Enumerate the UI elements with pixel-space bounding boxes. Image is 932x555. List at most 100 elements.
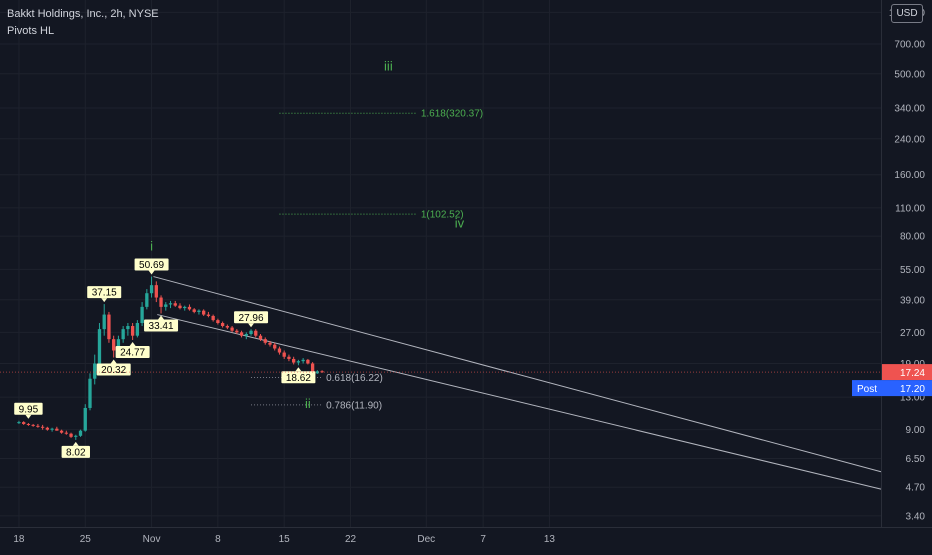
y-tick-label: 110.00 [895,203,925,214]
candle-body [36,425,40,427]
y-axis-panel [881,0,932,550]
pivot-box [134,258,169,271]
trendline [157,314,882,490]
candle-body [320,371,324,373]
pivot-label: 9.95 [19,404,39,415]
pivot-label: 33.41 [149,321,174,332]
pivot-arrow [158,315,165,320]
wave-label: ii [305,396,311,411]
indicator-label[interactable]: Pivots HL [7,25,55,37]
candle-body [254,330,258,336]
x-axis-panel [0,527,932,550]
y-tick-label: 340.00 [894,103,925,114]
y-tick-label: 39.00 [900,295,925,306]
candle-body [282,352,286,357]
pivot-box [234,311,269,324]
trendlines [153,276,882,490]
currency-badge[interactable]: USD [891,4,923,23]
candle-body [216,320,220,324]
candle-body [287,356,291,359]
pivot-box [144,319,179,332]
candle-body [149,285,154,294]
fib-level-label: 0.786(11.90) [326,400,382,411]
candle-body [202,310,206,315]
x-tick-label: 13 [544,534,556,545]
wave-label: iv [455,216,465,231]
candle-body [310,363,315,374]
wave-label: v [518,0,525,3]
candle-body [55,428,59,431]
candle-body [22,422,26,424]
candle-body [126,326,130,330]
candle-body [69,433,73,437]
candle-body [296,361,301,363]
pivot-label: 24.77 [120,347,145,358]
y-tick-label: 4.70 [906,483,926,494]
x-tick-label: 15 [279,534,291,545]
candle-body [74,435,78,437]
candle-body [121,329,125,340]
pivot-arrow [295,367,302,372]
candle-body [97,329,102,364]
candle-body [197,310,201,312]
candle-body [292,358,296,363]
y-tick-label: 27.00 [900,328,925,339]
pivot-box [61,445,90,458]
pivot-box [115,345,150,358]
x-tick-label: Nov [143,534,161,545]
candle-body [78,430,83,436]
candle-body [130,326,135,336]
candle-body [206,314,211,316]
chart-title: Bakkt Holdings, Inc., 2h, NYSE [7,8,159,20]
pivot-arrow [110,359,117,364]
y-tick-label: 6.50 [906,454,926,465]
y-tick-label: 160.00 [894,170,925,181]
y-tick-label: 13.00 [900,393,925,404]
y-axis: 1000.00700.00500.00340.00240.00160.00110… [881,0,932,550]
candle-body [277,348,282,353]
candle-body [159,297,163,307]
post-market-badge [852,380,932,397]
y-tick-label: 3.40 [906,511,926,522]
fib-level-label: 1.618(320.37) [421,109,483,120]
candle-body [40,426,45,428]
candle-body [263,339,267,343]
grid [0,0,881,527]
pivot-box [87,286,122,299]
candle-body [249,330,253,335]
candle-body [258,335,263,340]
y-tick-label: 700.00 [894,39,925,50]
pivot-box [281,371,316,384]
pivot-arrow [72,441,79,446]
candle-body [306,359,310,364]
candle-body [164,304,168,307]
pivot-label: 18.62 [286,373,311,384]
candle-body [168,303,173,305]
x-axis: 18 25 Nov 8 15 22 Dec 7 13 [0,527,932,550]
candle-body [17,422,21,424]
price-badges: 17.24 Post 17.20 [0,364,932,397]
wave-label: iii [384,58,393,73]
pivot-label: 20.32 [101,365,126,376]
candle-body [192,309,196,312]
y-tick-label: 240.00 [894,134,925,145]
trendline [153,276,882,473]
candle-body [244,334,248,336]
candle-body [88,378,92,408]
pivot-arrow [101,298,108,303]
candle-body [107,314,111,340]
pivot-label: 37.15 [92,288,117,299]
candle-body [178,305,182,309]
candle-body [26,423,31,425]
candle-body [315,371,320,374]
candle-body [235,330,239,333]
candle-body [45,427,50,430]
fib-levels: 1.618(320.37) 1(102.52) 0.618(16.22) 0.786(… [251,109,483,411]
candle-body [239,332,244,336]
x-tick-label: 8 [215,534,221,545]
candle-body [31,424,35,426]
post-market-value: 17.20 [900,384,925,395]
x-tick-label: 18 [13,534,25,545]
